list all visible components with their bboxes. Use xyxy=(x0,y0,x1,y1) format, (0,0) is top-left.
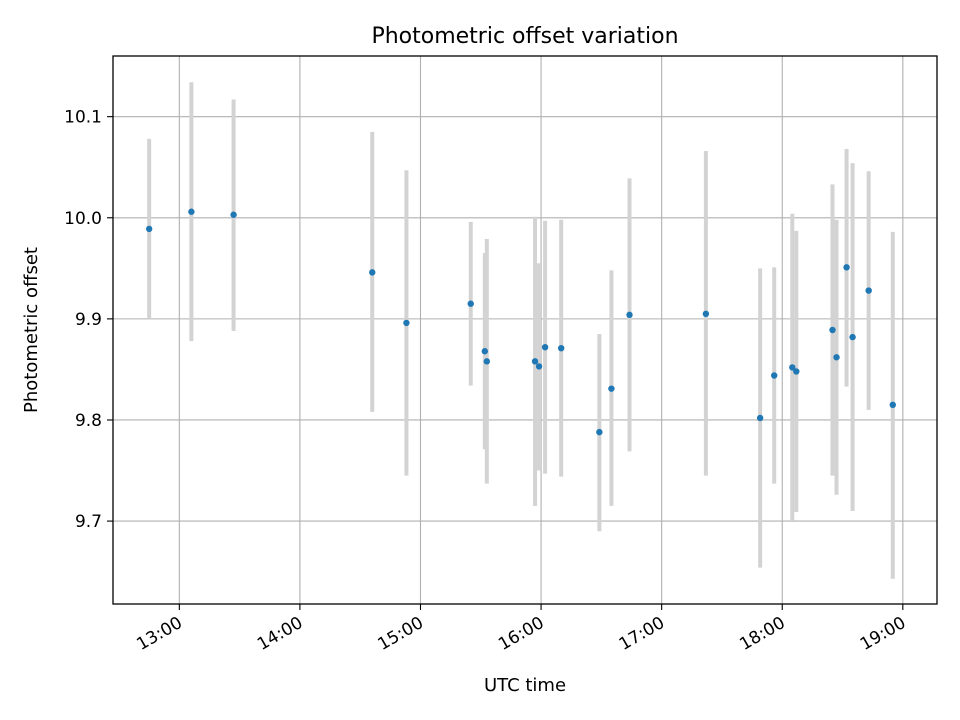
x-tick-label: 16:00 xyxy=(495,613,547,655)
y-tick-label: 9.8 xyxy=(75,411,102,431)
x-tick-label: 14:00 xyxy=(254,613,306,655)
data-point xyxy=(843,264,850,271)
x-tick-label: 17:00 xyxy=(616,613,668,655)
data-point xyxy=(188,208,195,215)
data-point xyxy=(483,358,491,365)
y-tick-label: 9.7 xyxy=(75,512,102,532)
data-point xyxy=(557,344,565,352)
data-point xyxy=(369,269,376,276)
data-point xyxy=(793,368,800,375)
data-point xyxy=(541,343,549,351)
data-point xyxy=(829,326,836,334)
data-point xyxy=(756,414,764,422)
data-point xyxy=(145,225,153,233)
data-point xyxy=(849,333,856,341)
y-tick-label: 10.0 xyxy=(64,209,102,229)
data-point xyxy=(771,372,778,379)
data-point xyxy=(626,311,633,319)
data-point xyxy=(608,385,615,392)
data-point xyxy=(789,364,796,371)
data-point xyxy=(467,300,474,307)
x-tick-label: 13:00 xyxy=(133,613,185,655)
data-point xyxy=(889,401,896,409)
data-point xyxy=(833,354,840,361)
y-axis-label: Photometric offset xyxy=(21,247,42,413)
x-axis-ticks: 13:00 14:00 15:00 16:00 17:00 18:00 19:00 xyxy=(133,604,909,655)
grid-lines xyxy=(113,56,937,604)
plot-frame xyxy=(112,55,938,605)
data-point xyxy=(596,428,603,436)
data-point xyxy=(535,363,543,370)
data-point xyxy=(403,319,410,327)
y-tick-label: 9.9 xyxy=(75,310,102,330)
error-bars xyxy=(147,82,895,579)
data-points xyxy=(145,208,896,436)
x-axis-label: UTC time xyxy=(484,675,566,696)
y-axis-ticks: 9.7 9.8 9.9 10.0 10.1 xyxy=(64,108,113,532)
data-point xyxy=(531,358,539,365)
data-point xyxy=(865,287,872,294)
data-point xyxy=(702,310,710,318)
chart-title: Photometric offset variation xyxy=(371,24,678,49)
y-tick-label: 10.1 xyxy=(64,108,102,128)
data-point xyxy=(481,348,489,355)
x-tick-label: 15:00 xyxy=(375,613,427,655)
data-point xyxy=(230,211,237,218)
x-tick-label: 19:00 xyxy=(857,613,909,655)
x-tick-label: 18:00 xyxy=(736,613,788,655)
